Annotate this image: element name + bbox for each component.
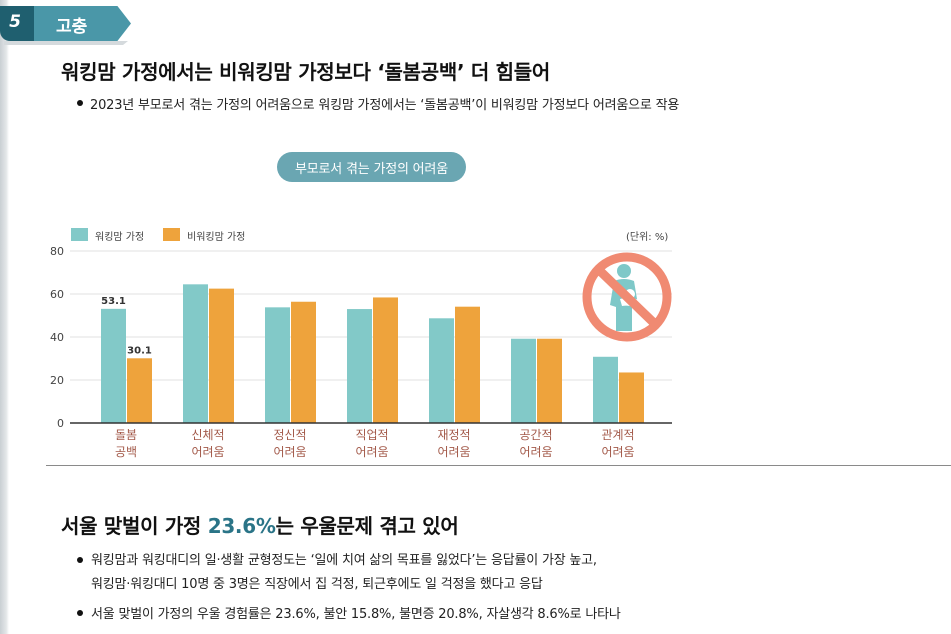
icon-ring (582, 252, 672, 342)
bar (183, 284, 208, 423)
headline-2-post: 는 우울문제 겪고 있어 (275, 514, 459, 538)
x-tick-label: 어려움 (191, 445, 224, 459)
section-tab: 5 고충 (0, 6, 131, 45)
bar (373, 297, 398, 423)
no-childcare-icon (582, 252, 672, 342)
bar (291, 301, 316, 423)
x-tick-label: 어려움 (437, 445, 470, 459)
icon-figure-head (617, 264, 631, 278)
legend-label-working: 워킹맘 가정 (95, 232, 145, 243)
y-tick-label: 20 (50, 374, 64, 387)
bullet-3-text: 서울 맞벌이 가정의 우울 경험률은 23.6%, 불안 15.8%, 불면증 … (91, 607, 621, 622)
y-tick-label: 0 (57, 417, 64, 430)
headline-2-pre: 서울 맞벌이 가정 (61, 514, 208, 538)
x-tick-label: 어려움 (519, 445, 552, 459)
x-tick-label: 공간적 (519, 428, 552, 442)
bullet-2-line-1: 워킹맘과 워킹대디의 일·생활 균형정도는 ‘일에 치여 삶의 목표를 잃었다’… (91, 553, 597, 568)
x-tick-label: 어려움 (273, 445, 306, 459)
data-label: 53.1 (101, 296, 126, 307)
x-tick-label: 공백 (115, 445, 137, 459)
x-tick-label: 돌봄 (115, 428, 137, 442)
section-label-box (34, 6, 131, 41)
chart-title-pill: 부모로서 겪는 가정의 어려움 (277, 152, 466, 182)
bullet-1-dot (77, 100, 83, 106)
x-tick-label: 관계적 (601, 428, 634, 442)
x-tick-label: 재정적 (437, 428, 470, 442)
bar (101, 308, 126, 423)
unit-label: (단위: %) (626, 232, 669, 243)
chart-bars (101, 284, 644, 423)
legend-swatch-nonworking (163, 228, 180, 241)
data-label: 30.1 (127, 345, 152, 356)
bar (347, 309, 372, 423)
bar (455, 306, 480, 423)
legend-label-nonworking: 비워킹맘 가정 (187, 232, 246, 243)
bullet-3-dot (77, 610, 83, 616)
bar (619, 372, 644, 423)
section-label: 고충 (56, 17, 88, 37)
y-tick-label: 60 (50, 288, 64, 301)
headline-2: 서울 맞벌이 가정 23.6%는 우울문제 겪고 있어 (61, 510, 459, 539)
x-tick-label: 정신적 (273, 428, 306, 442)
icon-slash (594, 265, 660, 329)
bullet-2-dot (77, 557, 83, 563)
section-number: 5 (9, 12, 21, 32)
bullet-1-text: 2023년 부모로서 겪는 가정의 어려움으로 워킹맘 가정에서는 ‘돌봄공백’… (90, 98, 680, 113)
bar (593, 356, 618, 423)
legend-swatch-working (71, 228, 88, 241)
y-tick-label: 80 (50, 245, 64, 258)
bar (429, 318, 454, 423)
bar (265, 307, 290, 423)
section-divider (46, 465, 951, 466)
bullet-2-line-2: 워킹맘·워킹대디 10명 중 3명은 직장에서 집 걱정, 퇴근후에도 일 걱정… (91, 577, 543, 592)
headline-2-highlight: 23.6% (207, 514, 276, 538)
bar (127, 358, 152, 423)
bar (209, 288, 234, 423)
x-tick-label: 어려움 (355, 445, 388, 459)
bar (511, 338, 536, 423)
headline-1: 워킹맘 가정에서는 비워킹맘 가정보다 ‘돌봄공백’ 더 힘들어 (61, 60, 550, 84)
x-tick-label: 어려움 (601, 445, 634, 459)
bar (537, 338, 562, 423)
x-tick-label: 신체적 (191, 428, 224, 442)
left-edge-strip (0, 0, 9, 634)
section-tab-shadow (4, 41, 128, 45)
y-tick-label: 40 (50, 331, 64, 344)
x-tick-label: 직업적 (355, 428, 388, 442)
section-number-box (0, 6, 34, 41)
